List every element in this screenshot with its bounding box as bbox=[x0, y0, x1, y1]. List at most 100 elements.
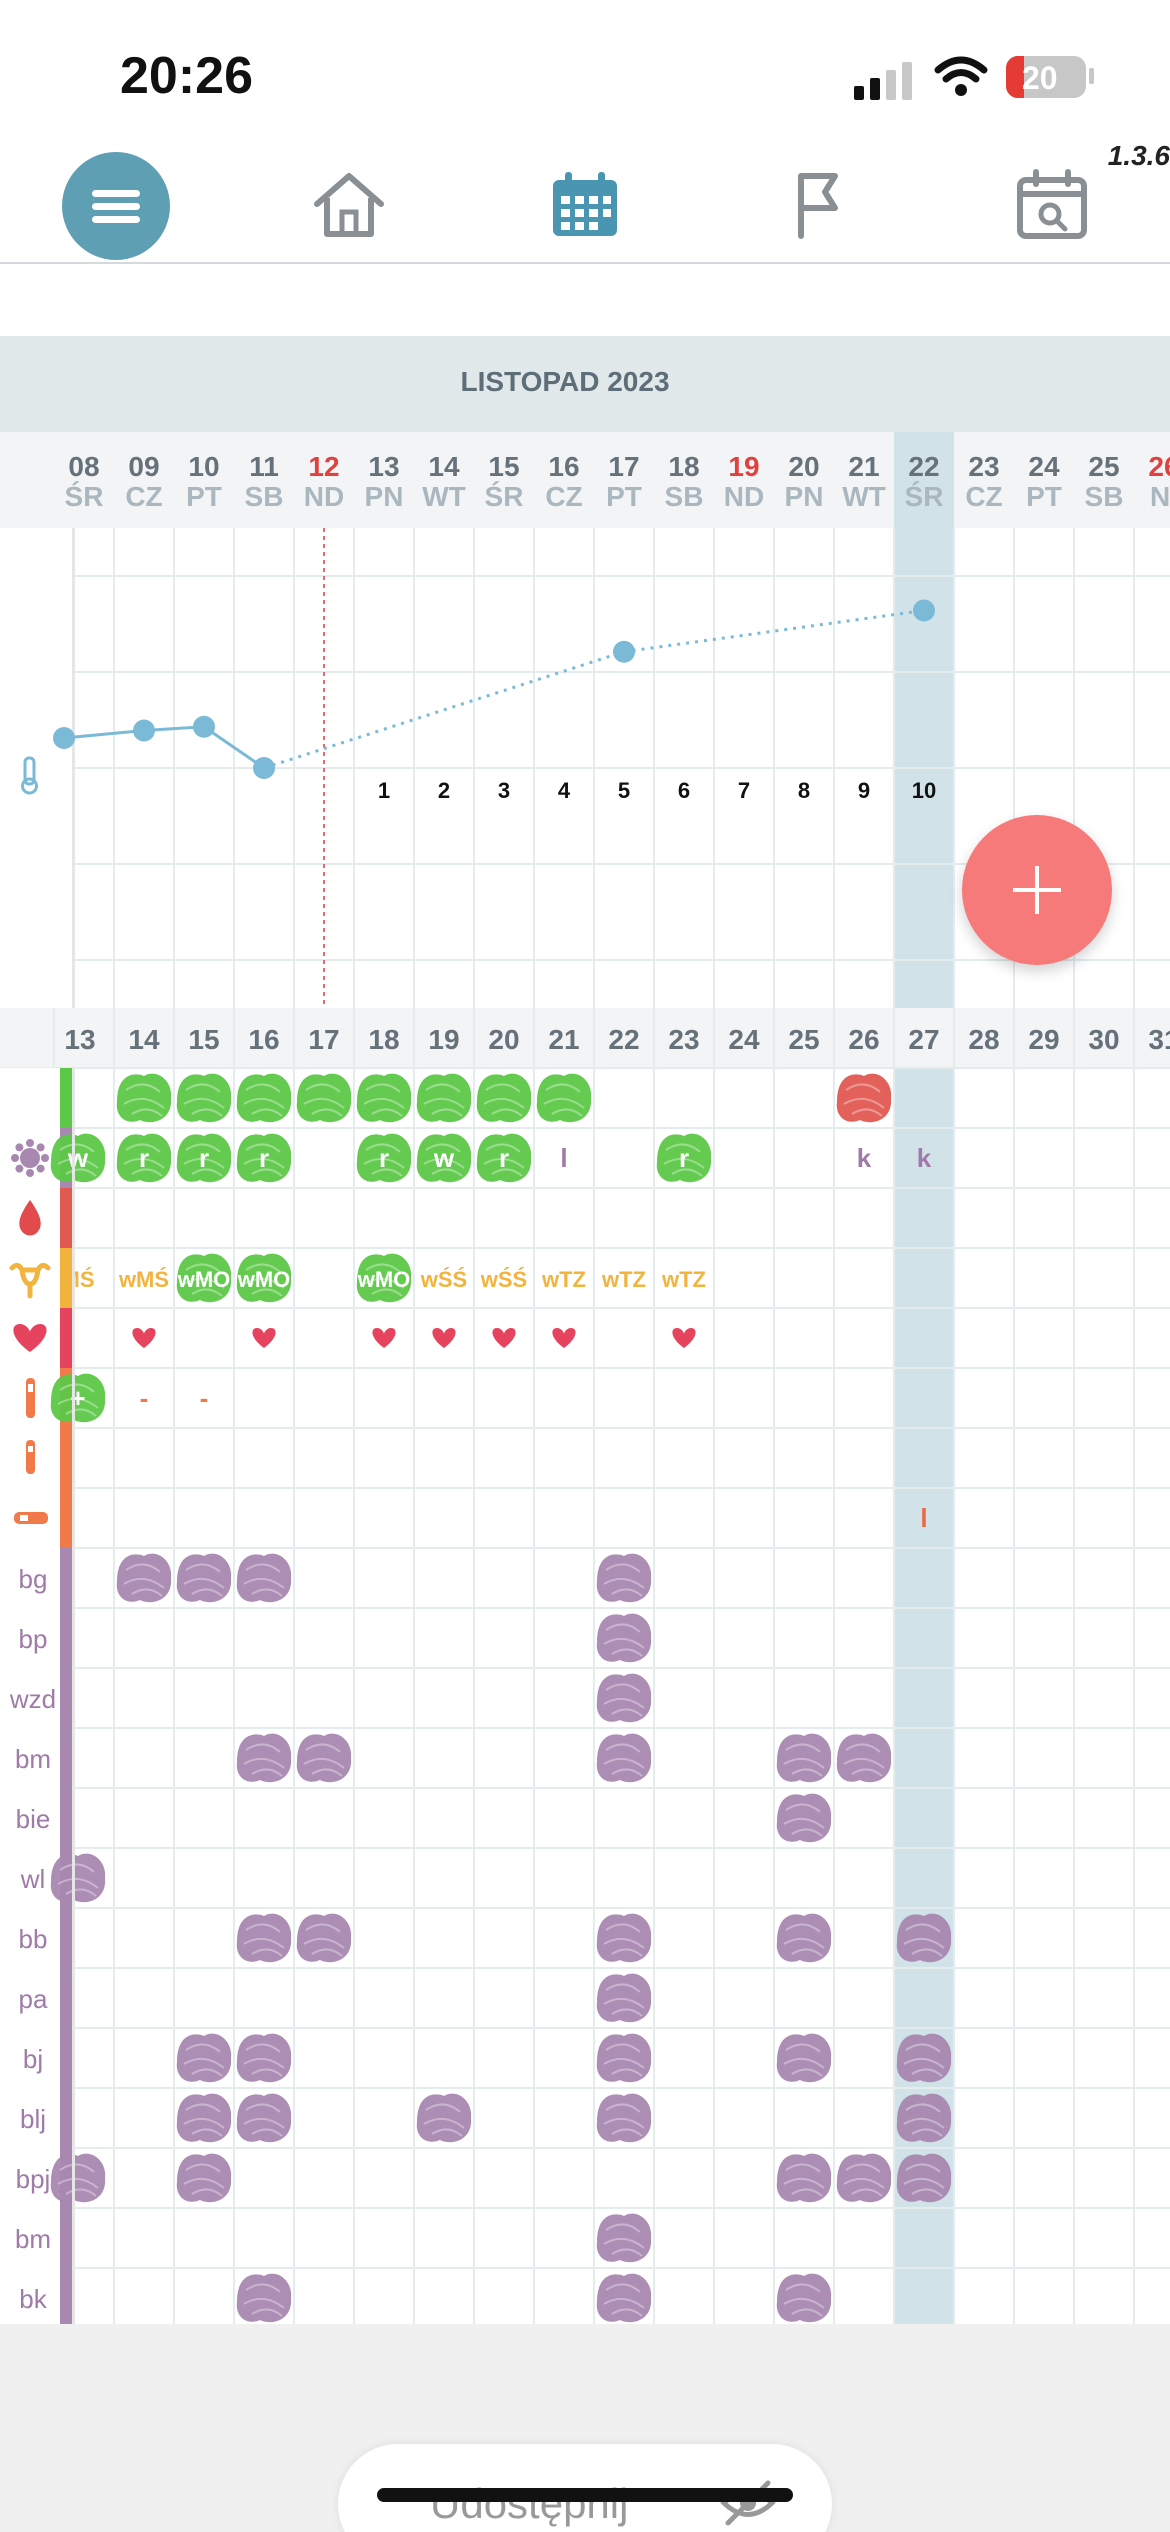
entry-mark[interactable] bbox=[416, 1073, 472, 1123]
date-column-header[interactable]: 15 ŚR bbox=[474, 432, 534, 528]
entry-mark[interactable] bbox=[596, 1613, 652, 1663]
flag-icon[interactable] bbox=[779, 168, 859, 240]
entry-mark[interactable] bbox=[50, 1133, 106, 1183]
temperature-point[interactable] bbox=[133, 719, 155, 742]
entry-mark[interactable] bbox=[896, 2153, 952, 2203]
entry-mark[interactable] bbox=[596, 1733, 652, 1783]
calendar-icon[interactable] bbox=[545, 168, 625, 240]
calendar-search-icon[interactable] bbox=[1012, 168, 1092, 240]
entry-mark[interactable] bbox=[236, 2093, 292, 2143]
entry-mark[interactable] bbox=[596, 2213, 652, 2263]
entry-mark[interactable] bbox=[236, 1913, 292, 1963]
temperature-point[interactable] bbox=[613, 640, 635, 663]
entry-mark[interactable] bbox=[176, 1073, 232, 1123]
entry-mark[interactable] bbox=[176, 1133, 232, 1183]
entry-mark[interactable] bbox=[50, 1853, 106, 1903]
date-column-header[interactable]: 11 SB bbox=[234, 432, 294, 528]
date-column-header[interactable]: 08 ŚR bbox=[54, 432, 114, 528]
entry-mark[interactable] bbox=[836, 2153, 892, 2203]
entry-mark[interactable] bbox=[596, 2033, 652, 2083]
date-column-header[interactable]: 19 ND bbox=[714, 432, 774, 528]
date-column-header[interactable]: 13 PN bbox=[354, 432, 414, 528]
heart-mark[interactable] bbox=[252, 1328, 276, 1348]
entry-mark[interactable] bbox=[356, 1073, 412, 1123]
entry-mark[interactable] bbox=[116, 1553, 172, 1603]
entry-mark[interactable] bbox=[236, 1253, 292, 1303]
heart-mark[interactable] bbox=[432, 1328, 456, 1348]
entry-mark[interactable] bbox=[236, 1073, 292, 1123]
entry-mark[interactable] bbox=[476, 1133, 532, 1183]
entry-mark[interactable] bbox=[896, 1913, 952, 1963]
entry-mark[interactable] bbox=[50, 1373, 106, 1423]
temperature-point[interactable] bbox=[913, 599, 935, 622]
date-column-header[interactable]: 20 PN bbox=[774, 432, 834, 528]
menu-button[interactable] bbox=[62, 152, 170, 260]
date-column-header[interactable]: 25 SB bbox=[1074, 432, 1134, 528]
entry-mark[interactable] bbox=[176, 2093, 232, 2143]
entry-mark[interactable] bbox=[596, 1673, 652, 1723]
heart-mark[interactable] bbox=[132, 1328, 156, 1348]
date-column-header[interactable]: 18 SB bbox=[654, 432, 714, 528]
entry-mark[interactable] bbox=[176, 1253, 232, 1303]
entry-mark[interactable] bbox=[656, 1133, 712, 1183]
entry-mark[interactable] bbox=[896, 2033, 952, 2083]
entry-mark[interactable] bbox=[776, 2033, 832, 2083]
home-icon[interactable] bbox=[309, 168, 389, 240]
entry-mark[interactable] bbox=[896, 2093, 952, 2143]
entry-mark[interactable] bbox=[836, 1733, 892, 1783]
entry-mark-texture bbox=[303, 1083, 345, 1117]
date-column-header[interactable]: 10 PT bbox=[174, 432, 234, 528]
entry-mark[interactable] bbox=[296, 1913, 352, 1963]
entry-mark[interactable] bbox=[356, 1253, 412, 1303]
row-label: bk bbox=[19, 2284, 47, 2314]
entry-mark[interactable] bbox=[596, 1973, 652, 2023]
entry-mark[interactable] bbox=[776, 1733, 832, 1783]
temperature-point[interactable] bbox=[253, 757, 275, 779]
date-column-header[interactable]: 22 ŚR bbox=[894, 432, 954, 528]
heart-mark[interactable] bbox=[672, 1328, 696, 1348]
heart-mark[interactable] bbox=[372, 1328, 396, 1348]
date-column-header[interactable]: 23 CZ bbox=[954, 432, 1014, 528]
add-entry-button[interactable] bbox=[962, 815, 1112, 965]
entry-mark[interactable] bbox=[416, 2093, 472, 2143]
date-column-header[interactable]: 12 ND bbox=[294, 432, 354, 528]
entry-mark-shape bbox=[596, 2273, 652, 2323]
entry-mark[interactable] bbox=[356, 1133, 412, 1183]
date-column-header[interactable]: 24 PT bbox=[1014, 432, 1074, 528]
entry-mark[interactable] bbox=[236, 2273, 292, 2323]
date-column-header[interactable]: 16 CZ bbox=[534, 432, 594, 528]
date-column-header[interactable]: 17 PT bbox=[594, 432, 654, 528]
entry-mark[interactable] bbox=[596, 2093, 652, 2143]
temperature-point[interactable] bbox=[53, 727, 75, 749]
entry-mark[interactable] bbox=[776, 1793, 832, 1843]
entry-mark[interactable] bbox=[776, 2273, 832, 2323]
entry-mark[interactable] bbox=[596, 1913, 652, 1963]
entry-mark[interactable] bbox=[536, 1073, 592, 1123]
heart-mark[interactable] bbox=[552, 1328, 576, 1348]
entry-mark[interactable] bbox=[116, 1073, 172, 1123]
entry-mark[interactable] bbox=[176, 2033, 232, 2083]
date-column-header[interactable]: 14 WT bbox=[414, 432, 474, 528]
entry-mark[interactable] bbox=[116, 1133, 172, 1183]
entry-mark[interactable] bbox=[776, 2153, 832, 2203]
entry-mark[interactable] bbox=[596, 2273, 652, 2323]
date-column-header[interactable]: 09 CZ bbox=[114, 432, 174, 528]
date-column-header[interactable]: 26NI bbox=[1134, 432, 1170, 528]
entry-mark[interactable] bbox=[236, 2033, 292, 2083]
entry-mark[interactable] bbox=[776, 1913, 832, 1963]
heart-mark[interactable] bbox=[492, 1328, 516, 1348]
entry-mark[interactable] bbox=[836, 1073, 892, 1123]
entry-mark[interactable] bbox=[296, 1733, 352, 1783]
entry-mark[interactable] bbox=[236, 1553, 292, 1603]
temperature-point[interactable] bbox=[193, 715, 215, 738]
entry-mark[interactable] bbox=[416, 1133, 472, 1183]
entry-mark[interactable] bbox=[296, 1073, 352, 1123]
entry-mark[interactable] bbox=[176, 2153, 232, 2203]
entry-mark[interactable] bbox=[596, 1553, 652, 1603]
entry-mark[interactable] bbox=[476, 1073, 532, 1123]
date-column-header[interactable]: 21 WT bbox=[834, 432, 894, 528]
entry-mark[interactable] bbox=[50, 2153, 106, 2203]
entry-mark[interactable] bbox=[236, 1733, 292, 1783]
entry-mark[interactable] bbox=[236, 1133, 292, 1183]
entry-mark[interactable] bbox=[176, 1553, 232, 1603]
